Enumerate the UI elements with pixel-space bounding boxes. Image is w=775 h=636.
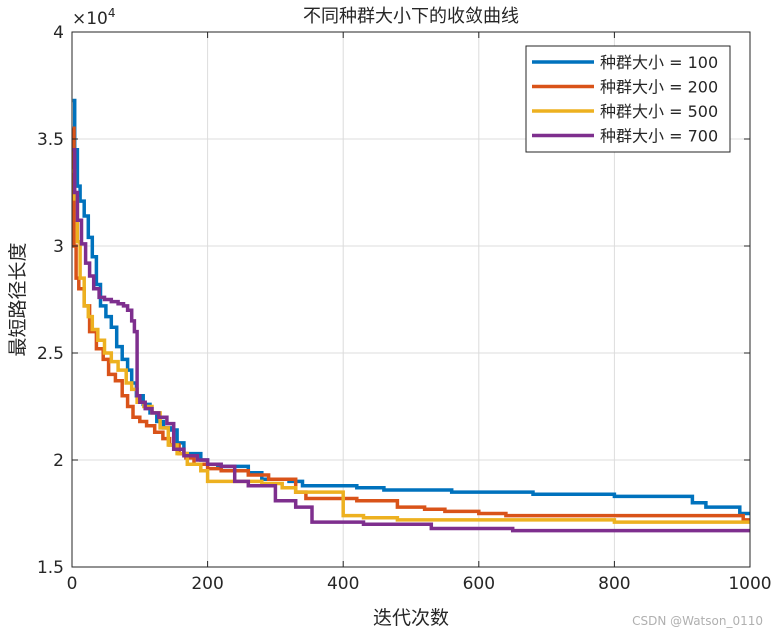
series-line-1 xyxy=(72,98,750,516)
x-tick-label: 200 xyxy=(191,574,223,594)
series-line-2 xyxy=(72,126,750,522)
y-tick-label: 4 xyxy=(53,23,64,43)
series-line-3 xyxy=(72,169,750,524)
legend-label-4: 种群大小 = 700 xyxy=(600,127,718,146)
x-axis-title: 迭代次数 xyxy=(373,607,449,629)
y-axis-exponent: ×104 xyxy=(72,6,116,29)
x-tick-label: 1000 xyxy=(728,574,771,594)
plot-area-frame xyxy=(71,31,751,568)
y-tick-label: 1.5 xyxy=(37,558,64,578)
legend: 种群大小 = 100 种群大小 = 200 种群大小 = 500 种群大小 = 700 xyxy=(525,45,731,153)
series-lines xyxy=(72,98,750,533)
y-axis-title: 最短路径长度 xyxy=(7,242,29,356)
x-tick-label: 0 xyxy=(67,574,78,594)
axis-ticks: 0 200 400 600 800 1000 1.5 2 2.5 3 3.5 4 xyxy=(37,23,772,594)
y-tick-label: 2 xyxy=(53,451,64,471)
x-tick-label: 800 xyxy=(598,574,630,594)
legend-label-1: 种群大小 = 100 xyxy=(600,53,718,72)
chart-title: 不同种群大小下的收敛曲线 xyxy=(303,6,519,27)
y-exponent-base: ×10 xyxy=(72,9,108,29)
y-tick-label: 2.5 xyxy=(37,344,64,364)
series-line-4 xyxy=(72,147,750,533)
legend-label-3: 种群大小 = 500 xyxy=(600,102,718,121)
y-tick-label: 3.5 xyxy=(37,130,64,150)
x-tick-label: 600 xyxy=(463,574,495,594)
watermark: CSDN @Watson_0110 xyxy=(632,614,763,628)
y-tick-label: 3 xyxy=(53,237,64,257)
x-tick-label: 400 xyxy=(327,574,359,594)
legend-label-2: 种群大小 = 200 xyxy=(600,78,718,97)
y-exponent-power: 4 xyxy=(108,6,116,20)
